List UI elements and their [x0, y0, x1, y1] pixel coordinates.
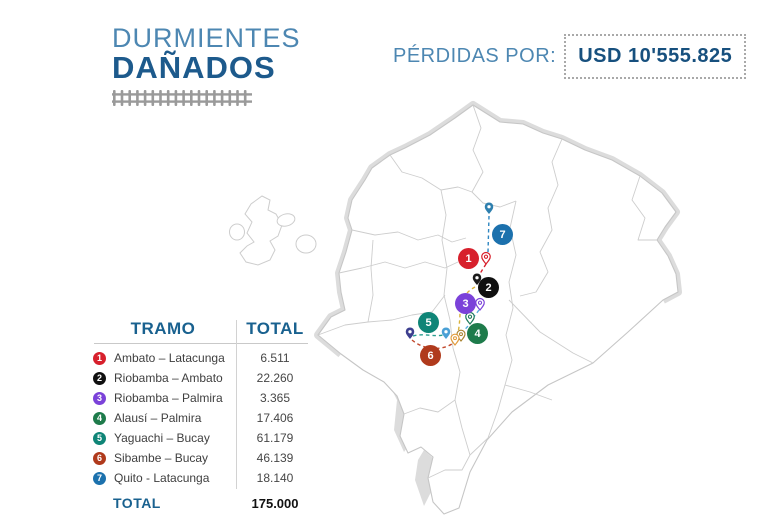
- row-badge-4: 4: [93, 411, 106, 425]
- province-borders: [317, 104, 657, 479]
- row-total: 3.365: [259, 391, 291, 405]
- map-marker-7: 7: [492, 224, 513, 245]
- row-tramo: Ambato – Latacunga: [114, 351, 225, 365]
- table-row: 6 Sibambe – Bucay 46.139: [90, 448, 314, 468]
- row-total: 18.140: [256, 471, 294, 485]
- map-marker-4: 4: [467, 323, 488, 344]
- table-row: 5 Yaguachi – Bucay 61.179: [90, 428, 314, 448]
- track-ties: [113, 89, 247, 106]
- row-tramo: Alausí – Palmira: [114, 411, 202, 425]
- column-header-total: TOTAL: [246, 319, 304, 338]
- row-tramo: Riobamba – Palmira: [114, 391, 223, 405]
- row-tramo: Yaguachi – Bucay: [114, 431, 210, 445]
- table-row: 7 Quito - Latacunga 18.140: [90, 468, 314, 488]
- route-yaguachi-bucay: [412, 334, 444, 337]
- map-marker-2: 2: [478, 277, 499, 298]
- page-title-line1: DURMIENTES: [112, 23, 301, 53]
- railroad-track-icon: [112, 89, 252, 106]
- route-riobamba-palmira: [457, 286, 476, 335]
- row-tramo: Sibambe – Bucay: [114, 451, 209, 465]
- map-marker-5: 5: [418, 312, 439, 333]
- row-badge-5: 5: [93, 431, 106, 445]
- row-tramo: Riobamba – Ambato: [114, 371, 223, 385]
- gulf-shadow-2: [415, 450, 435, 506]
- page-title-line2: DAÑADOS: [112, 50, 276, 86]
- tramo-table: TRAMO TOTAL 1 Ambato – Latacunga 6.511 2…: [90, 318, 314, 515]
- row-total: 61.179: [256, 431, 294, 445]
- table-total-row: TOTAL 175.000: [90, 491, 314, 515]
- track-rail-bottom: [112, 100, 252, 103]
- column-header-tramo: TRAMO: [130, 319, 196, 338]
- table-row: 2 Riobamba – Ambato 22.260: [90, 368, 314, 388]
- total-label: TOTAL: [113, 495, 161, 511]
- track-rail-top: [112, 93, 252, 96]
- row-badge-6: 6: [93, 451, 106, 465]
- row-total: 22.260: [256, 371, 294, 385]
- row-total: 6.511: [260, 351, 290, 365]
- row-badge-2: 2: [93, 371, 106, 385]
- row-total: 46.139: [256, 451, 294, 465]
- row-badge-7: 7: [93, 471, 106, 485]
- row-total: 17.406: [256, 411, 294, 425]
- losses-label: PÉRDIDAS POR:: [393, 45, 557, 67]
- table-column-divider: [236, 320, 237, 489]
- map-marker-3: 3: [455, 293, 476, 314]
- losses-value-box: USD 10'555.825: [564, 34, 747, 79]
- table-row: 1 Ambato – Latacunga 6.511: [90, 348, 314, 368]
- map-marker-1: 1: [458, 248, 479, 269]
- table-row: 4 Alausí – Palmira 17.406: [90, 408, 314, 428]
- title-block: DURMIENTES DAÑADOS: [112, 24, 301, 112]
- table-header: TRAMO TOTAL: [90, 318, 314, 340]
- row-tramo: Quito - Latacunga: [114, 471, 210, 485]
- losses-header: PÉRDIDAS POR: USD 10'555.825: [393, 33, 747, 80]
- table-row: 3 Riobamba – Palmira 3.365: [90, 388, 314, 408]
- galapagos-islands: [229, 195, 317, 266]
- map-marker-6: 6: [420, 345, 441, 366]
- total-value: 175.000: [251, 495, 299, 511]
- table-header-underline: [94, 343, 308, 344]
- row-badge-3: 3: [93, 391, 106, 405]
- row-badge-1: 1: [93, 351, 106, 365]
- losses-value: USD 10'555.825: [578, 45, 733, 67]
